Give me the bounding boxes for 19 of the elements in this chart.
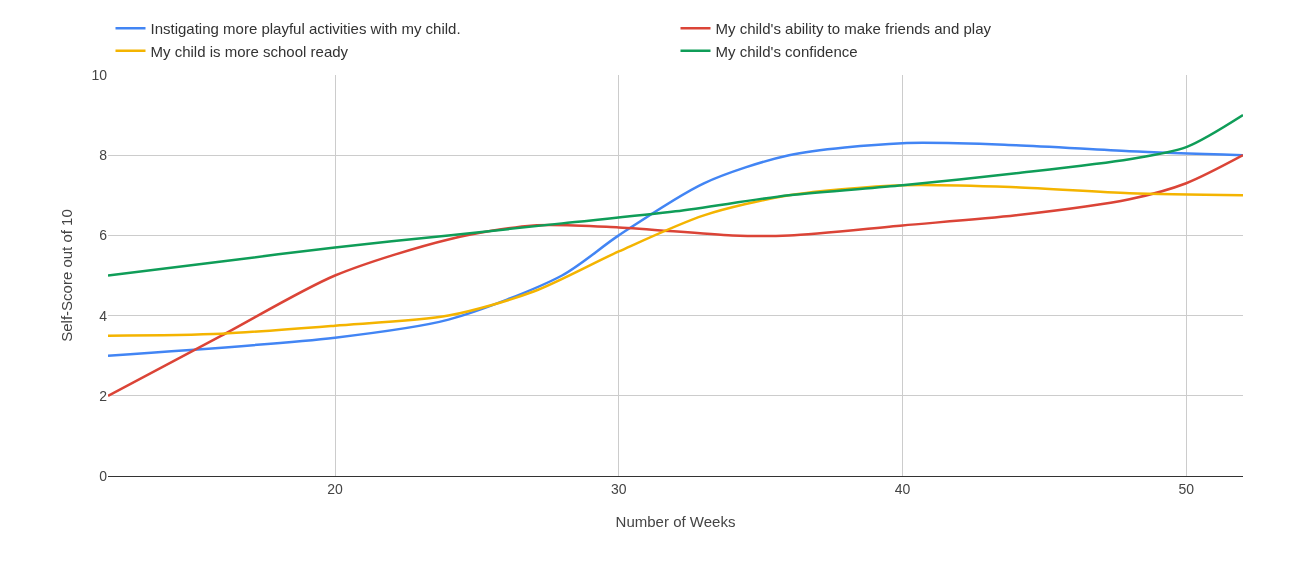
x-tick-label: 30: [610, 480, 627, 497]
y-tick-label: 0: [99, 467, 108, 484]
legend-label: My child's ability to make friends and play: [715, 20, 992, 38]
legend-label: My child is more school ready: [150, 42, 349, 60]
y-tick-label: 4: [99, 307, 108, 324]
x-axis-title: Number of Weeks: [615, 512, 736, 530]
y-tick-label: 2: [99, 387, 108, 404]
x-tick-label: 50: [1178, 480, 1195, 497]
line-series: [108, 153, 1243, 398]
y-tick-label: 10: [91, 66, 108, 83]
line-series: [108, 113, 1243, 277]
legend-label: My child's confidence: [715, 42, 858, 60]
legend-label: Instigating more playful activities with my child.: [150, 20, 461, 38]
line-series: [108, 141, 1243, 357]
y-axis-title: Self-Score out of 10: [57, 209, 75, 342]
x-tick-label: 20: [327, 480, 343, 497]
x-tick-label: 40: [894, 480, 911, 497]
y-tick-label: 6: [99, 227, 108, 244]
y-tick-label: 8: [99, 147, 108, 164]
